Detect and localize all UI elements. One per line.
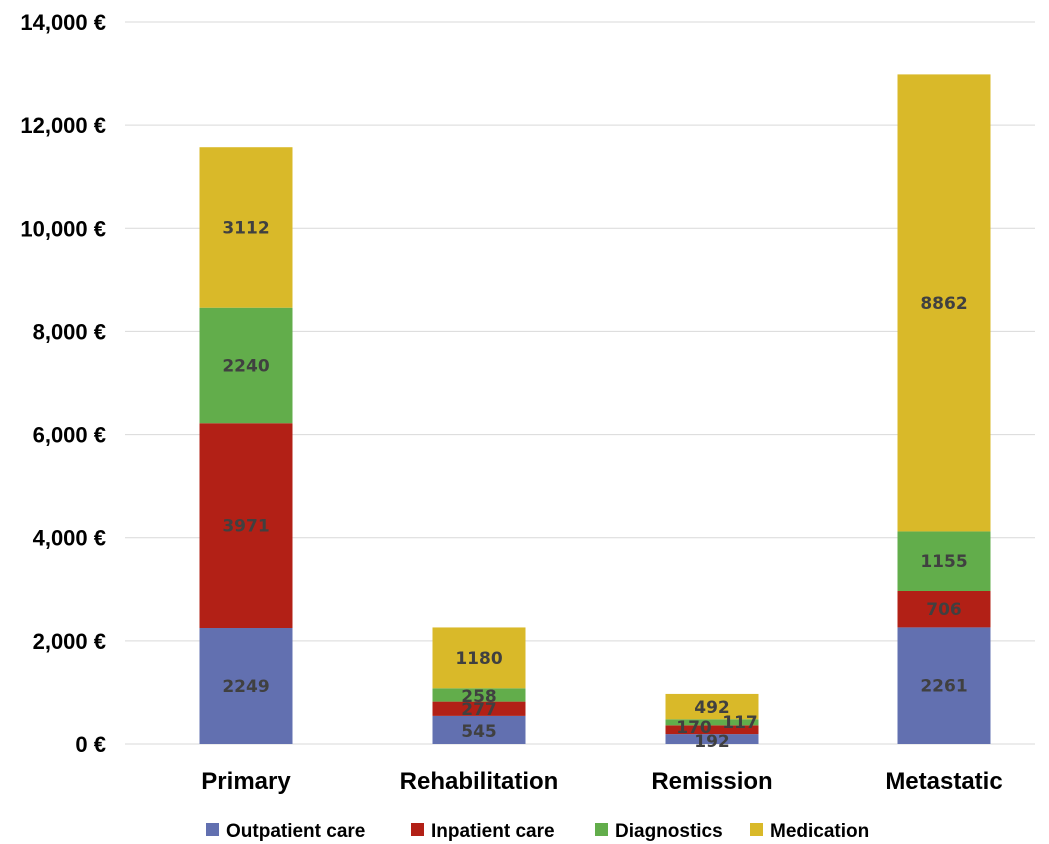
y-tick-label: 2,000 € [33, 629, 106, 654]
data-label: 170 [676, 718, 712, 738]
x-axis: Primary Rehabilitation Remission Metastatic [201, 768, 1002, 795]
bar-segment [199, 423, 293, 629]
bar-segment [432, 715, 526, 744]
bar-segment [665, 693, 759, 720]
data-label: 117 [722, 713, 758, 733]
y-tick-label: 6,000 € [33, 423, 106, 448]
legend-label: Diagnostics [615, 821, 723, 842]
data-label: 1155 [920, 552, 967, 572]
y-tick-label: 14,000 € [20, 10, 106, 35]
data-label: 192 [694, 732, 730, 752]
y-tick-label: 8,000 € [33, 319, 106, 344]
data-label: 3112 [222, 218, 269, 238]
legend-item: Inpatient care [411, 821, 555, 842]
x-tick-label: Rehabilitation [400, 768, 559, 795]
data-label: 3971 [222, 517, 269, 537]
bar-segment [665, 725, 759, 735]
data-label: 2261 [920, 677, 967, 697]
data-label: 492 [694, 698, 730, 718]
bar-segment [432, 688, 526, 702]
x-tick-label: Remission [651, 768, 772, 795]
x-tick-label: Metastatic [885, 768, 1002, 795]
data-label: 2249 [222, 677, 269, 697]
legend-swatch [595, 823, 608, 836]
legend-swatch [750, 823, 763, 836]
data-label: 258 [461, 687, 497, 707]
bar-segment [665, 719, 759, 726]
data-label: 706 [926, 600, 962, 620]
y-axis: 0 € 2,000 € 4,000 € 6,000 € 8,000 € 10,000 € 1… [20, 10, 106, 757]
data-label: 1180 [455, 649, 502, 669]
y-tick-label: 12,000 € [20, 113, 106, 138]
bar-segment [199, 147, 293, 308]
bar-segment [897, 627, 991, 744]
y-tick-label: 10,000 € [20, 216, 106, 241]
bar-segment [199, 307, 293, 424]
legend-label: Inpatient care [431, 821, 555, 842]
data-label: 8862 [920, 294, 967, 314]
legend-item: Diagnostics [595, 821, 723, 842]
bar-segment [897, 590, 991, 628]
y-tick-label: 4,000 € [33, 526, 106, 551]
legend-label: Medication [770, 821, 869, 842]
x-tick-label: Primary [201, 768, 291, 795]
legend-item: Outpatient care [206, 821, 365, 842]
legend-swatch [206, 823, 219, 836]
bar-segment [432, 701, 526, 716]
legend-swatch [411, 823, 424, 836]
bar-segment [897, 531, 991, 591]
bar-segment [432, 627, 526, 689]
bar-segment [199, 628, 293, 744]
data-label: 545 [461, 722, 497, 742]
y-tick-label: 0 € [75, 732, 106, 757]
legend: Outpatient care Inpatient care Diagnostics… [206, 821, 869, 842]
legend-label: Outpatient care [226, 821, 365, 842]
legend-item: Medication [750, 821, 869, 842]
data-label: 2240 [222, 356, 269, 376]
bar-segment [665, 734, 759, 744]
bars [199, 74, 991, 744]
bar-segment [897, 74, 991, 532]
data-label: 277 [461, 700, 497, 720]
